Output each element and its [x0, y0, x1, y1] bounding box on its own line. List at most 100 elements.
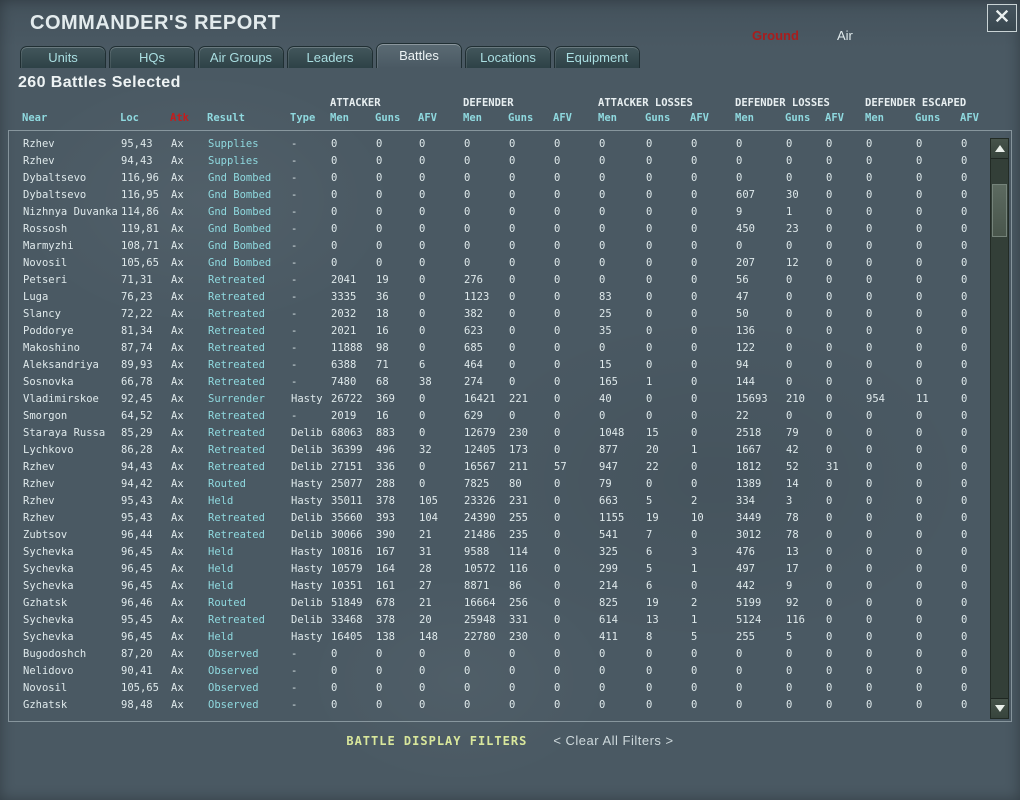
- cell-men-5: 0: [331, 138, 338, 150]
- battle-row[interactable]: Bugodoshch 87,20 Ax Observed - 0 0 0 0 0 0 0 0 0 0 0 0 0 0…: [23, 646, 987, 663]
- battle-row[interactable]: Novosil 105,65 Ax Observed - 0 0 0 0 0 0 0 0 0 0 0 0 0 0 0: [23, 680, 987, 697]
- column-header-16-afv[interactable]: AFV: [825, 112, 844, 124]
- cell-guns-6: 0: [376, 138, 383, 150]
- scroll-up-button[interactable]: [991, 139, 1008, 159]
- battle-row[interactable]: Rzhev 94,42 Ax Routed Hasty 25077 288 0 7825 80 0 7…: [23, 476, 987, 493]
- battle-row[interactable]: Luga 76,23 Ax Retreated - 3335 36 0 1123 0 0 83 0 0 47…: [23, 289, 987, 306]
- battle-row[interactable]: Sychevka 96,45 Ax Held Hasty 10816 167 31 9588 11…: [23, 544, 987, 561]
- cell-men-17: 0: [866, 376, 873, 388]
- cell-result-3: Retreated: [208, 410, 265, 422]
- battle-row[interactable]: Slancy 72,22 Ax Retreated - 2032 18 0 382 0 0 25 0 0 5…: [23, 306, 987, 323]
- battle-row[interactable]: Rzhev 95,43 Ax Held Hasty 35011 378 105 23326 231…: [23, 493, 987, 510]
- column-header-13-afv[interactable]: AFV: [690, 112, 709, 124]
- cell-near-0: Gzhatsk: [23, 597, 68, 609]
- column-header-12-guns[interactable]: Guns: [645, 112, 671, 124]
- tab-battles[interactable]: Battles: [376, 43, 462, 68]
- tab-locations[interactable]: Locations: [465, 46, 551, 68]
- cell-near-0: Lychkovo: [23, 444, 74, 456]
- battle-row[interactable]: Rzhev 95,43 Ax Retreated Delib 35660 393 104 243…: [23, 510, 987, 527]
- column-header-15-guns[interactable]: Guns: [785, 112, 811, 124]
- tab-units[interactable]: Units: [20, 46, 106, 68]
- column-header-1-loc[interactable]: Loc: [120, 112, 139, 124]
- cell-loc-1: 95,43: [121, 138, 153, 150]
- cell-atk-2: Ax: [171, 189, 184, 201]
- cell-men-14: 0: [736, 648, 743, 660]
- column-header-7-afv[interactable]: AFV: [418, 112, 437, 124]
- tab-leaders[interactable]: Leaders: [287, 46, 373, 68]
- column-header-5-men[interactable]: Men: [330, 112, 349, 124]
- battle-row[interactable]: Makoshino 87,74 Ax Retreated - 11888 98 0 685 0 0 0…: [23, 340, 987, 357]
- battle-row[interactable]: Petseri 71,31 Ax Retreated - 2041 19 0 276 0 0 0 0 0 5…: [23, 272, 987, 289]
- cell-men-11: 411: [599, 631, 618, 643]
- battle-row[interactable]: Sychevka 96,45 Ax Held Hasty 10579 164 28 10572 1…: [23, 561, 987, 578]
- battle-row[interactable]: Aleksandriya 89,93 Ax Retreated - 6388 71 6 464 0…: [23, 357, 987, 374]
- column-header-3-result[interactable]: Result: [207, 112, 245, 124]
- column-header-9-guns[interactable]: Guns: [508, 112, 534, 124]
- column-header-8-men[interactable]: Men: [463, 112, 482, 124]
- cell-afv-10: 0: [554, 699, 561, 711]
- cell-loc-1: 105,65: [121, 682, 159, 694]
- cell-men-14: 15693: [736, 393, 768, 405]
- group-header-defender-escaped: DEFENDER ESCAPED: [865, 97, 967, 109]
- cell-type-4: Hasty: [291, 580, 323, 592]
- battle-row[interactable]: Sychevka 95,45 Ax Retreated Delib 33468 378 20 2…: [23, 612, 987, 629]
- cell-afv-19: 0: [961, 529, 968, 541]
- battle-row[interactable]: Gzhatsk 96,46 Ax Routed Delib 51849 678 21 16664…: [23, 595, 987, 612]
- column-header-4-type[interactable]: Type: [290, 112, 316, 124]
- cell-atk-2: Ax: [171, 682, 184, 694]
- tab-equipment[interactable]: Equipment: [554, 46, 640, 68]
- column-header-0-near[interactable]: Near: [22, 112, 48, 124]
- battle-row[interactable]: Poddorye 81,34 Ax Retreated - 2021 16 0 623 0 0 35 0…: [23, 323, 987, 340]
- battle-row[interactable]: Staraya Russa 85,29 Ax Retreated Delib 68063 8…: [23, 425, 987, 442]
- tab-hqs[interactable]: HQs: [109, 46, 195, 68]
- cell-guns-18: 0: [916, 665, 923, 677]
- column-header-18-guns[interactable]: Guns: [915, 112, 941, 124]
- battle-row[interactable]: Gzhatsk 98,48 Ax Observed - 0 0 0 0 0 0 0 0 0 0 0 0 0 0 0: [23, 697, 987, 714]
- battle-row[interactable]: Rzhev 95,43 Ax Supplies - 0 0 0 0 0 0 0 0 0 0 0 0 0 0 0: [23, 136, 987, 153]
- battle-row[interactable]: Rzhev 94,43 Ax Supplies - 0 0 0 0 0 0 0 0 0 0 0 0 0 0 0: [23, 153, 987, 170]
- close-button[interactable]: [987, 4, 1017, 32]
- battle-row[interactable]: Smorgon 64,52 Ax Retreated - 2019 16 0 629 0 0 0 0 0 2…: [23, 408, 987, 425]
- column-header-2-atk[interactable]: Atk: [170, 112, 189, 124]
- ground-toggle[interactable]: Ground: [752, 28, 799, 43]
- battle-row[interactable]: Dybaltsevo 116,96 Ax Gnd Bombed - 0 0 0 0 0 0 0 0 0 0 0…: [23, 170, 987, 187]
- battle-row[interactable]: Sychevka 96,45 Ax Held Hasty 10351 161 27 8871 86…: [23, 578, 987, 595]
- cell-loc-1: 72,22: [121, 308, 153, 320]
- air-toggle[interactable]: Air: [836, 28, 853, 43]
- cell-type-4: Hasty: [291, 495, 323, 507]
- scrollbar-track[interactable]: [990, 138, 1009, 719]
- column-header-14-men[interactable]: Men: [735, 112, 754, 124]
- cell-type-4: -: [291, 648, 298, 660]
- battle-row[interactable]: Vladimirskoe 92,45 Ax Surrender Hasty 26722 36…: [23, 391, 987, 408]
- cell-afv-10: 0: [554, 308, 561, 320]
- cell-guns-15: 0: [786, 325, 793, 337]
- battle-row[interactable]: Nelidovo 90,41 Ax Observed - 0 0 0 0 0 0 0 0 0 0 0 0 0 0 0: [23, 663, 987, 680]
- cell-men-5: 26722: [331, 393, 363, 405]
- battle-row[interactable]: Marmyzhi 108,71 Ax Gnd Bombed - 0 0 0 0 0 0 0 0 0 0 0 0 0…: [23, 238, 987, 255]
- battle-row[interactable]: Nizhnya Duvanka 114,86 Ax Gnd Bombed - 0 0 0 0 0 0…: [23, 204, 987, 221]
- tab-air-groups[interactable]: Air Groups: [198, 46, 284, 68]
- cell-loc-1: 89,93: [121, 359, 153, 371]
- cell-guns-9: 0: [509, 257, 516, 269]
- battle-row[interactable]: Novosil 105,65 Ax Gnd Bombed - 0 0 0 0 0 0 0 0 0 207 12…: [23, 255, 987, 272]
- battle-row[interactable]: Sychevka 96,45 Ax Held Hasty 16405 138 148 22780…: [23, 629, 987, 646]
- battle-row[interactable]: Rossosh 119,81 Ax Gnd Bombed - 0 0 0 0 0 0 0 0 0 450 23…: [23, 221, 987, 238]
- scroll-down-button[interactable]: [991, 698, 1008, 718]
- battle-row[interactable]: Dybaltsevo 116,95 Ax Gnd Bombed - 0 0 0 0 0 0 0 0 0 60…: [23, 187, 987, 204]
- cell-guns-9: 0: [509, 291, 516, 303]
- battle-row[interactable]: Sosnovka 66,78 Ax Retreated - 7480 68 38 274 0 0 16…: [23, 374, 987, 391]
- battle-row[interactable]: Zubtsov 96,44 Ax Retreated Delib 30066 390 21 21…: [23, 527, 987, 544]
- battle-row[interactable]: Rzhev 94,43 Ax Retreated Delib 27151 336 0 16567…: [23, 459, 987, 476]
- battle-row[interactable]: Lychkovo 86,28 Ax Retreated Delib 36399 496 32 1…: [23, 442, 987, 459]
- cell-guns-15: 0: [786, 665, 793, 677]
- column-header-6-guns[interactable]: Guns: [375, 112, 401, 124]
- column-header-11-men[interactable]: Men: [598, 112, 617, 124]
- clear-all-filters-button[interactable]: < Clear All Filters >: [553, 733, 674, 748]
- cell-afv-10: 0: [554, 682, 561, 694]
- cell-afv-10: 0: [554, 495, 561, 507]
- cell-guns-18: 0: [916, 240, 923, 252]
- column-header-10-afv[interactable]: AFV: [553, 112, 572, 124]
- scrollbar-thumb[interactable]: [992, 184, 1007, 237]
- column-header-17-men[interactable]: Men: [865, 112, 884, 124]
- column-header-19-afv[interactable]: AFV: [960, 112, 979, 124]
